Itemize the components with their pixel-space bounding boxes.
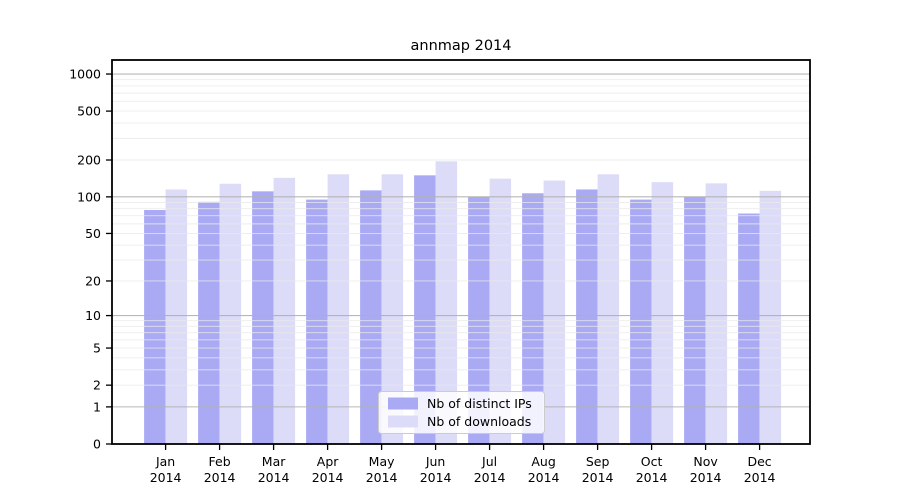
legend-swatch-distinct-ips — [388, 397, 418, 410]
x-tick-label-month-jan: Jan — [155, 454, 175, 469]
bar-downloads-oct — [651, 182, 674, 444]
y-tick-label-20: 20 — [85, 273, 101, 288]
bar-distinct-ips-feb — [198, 201, 220, 444]
bars-layer — [144, 161, 782, 444]
x-tick-label-year-feb: 2014 — [204, 470, 236, 485]
axes-spines — [111, 59, 811, 445]
x-tick-label-month-sep: Sep — [586, 454, 610, 469]
x-tick-label-year-jul: 2014 — [474, 470, 506, 485]
x-tick-label-month-apr: Apr — [317, 454, 339, 469]
bar-downloads-jun — [435, 161, 458, 444]
legend-box — [378, 391, 545, 434]
x-tick-label-month-dec: Dec — [747, 454, 771, 469]
x-tick-label-year-apr: 2014 — [312, 470, 344, 485]
bar-downloads-jan — [165, 189, 188, 444]
x-tick-label-year-aug: 2014 — [528, 470, 560, 485]
x-tick-label-year-sep: 2014 — [582, 470, 614, 485]
bar-downloads-dec — [759, 190, 782, 444]
plot-border — [111, 59, 811, 445]
bar-distinct-ips-dec — [738, 213, 760, 444]
chart-title: annmap 2014 — [411, 38, 512, 54]
y-tick-label-1: 1 — [93, 399, 101, 414]
x-tick-label-month-feb: Feb — [209, 454, 231, 469]
axis-labels-layer: 01251020501002005001000Jan2014Feb2014Mar… — [69, 67, 775, 485]
y-tick-label-1000: 1000 — [69, 67, 101, 82]
x-tick-label-month-nov: Nov — [693, 454, 718, 469]
x-tick-label-year-jun: 2014 — [420, 470, 452, 485]
bar-downloads-may — [381, 174, 404, 444]
x-tick-label-year-dec: 2014 — [744, 470, 776, 485]
legend-swatch-downloads — [388, 415, 418, 428]
y-tick-label-2: 2 — [93, 378, 101, 393]
y-tick-label-200: 200 — [77, 153, 101, 168]
legend: Nb of distinct IPs Nb of downloads — [378, 391, 545, 434]
bar-distinct-ips-jun — [414, 175, 436, 444]
bar-distinct-ips-aug — [522, 193, 544, 444]
bar-distinct-ips-oct — [630, 199, 652, 444]
x-tick-label-month-oct: Oct — [641, 454, 663, 469]
y-tick-label-50: 50 — [85, 226, 101, 241]
bar-downloads-sep — [597, 174, 620, 444]
bar-distinct-ips-may — [360, 190, 382, 444]
y-tick-label-0: 0 — [93, 437, 101, 452]
y-tick-label-5: 5 — [93, 341, 101, 356]
x-tick-label-month-jun: Jun — [425, 454, 446, 469]
y-tick-label-500: 500 — [77, 104, 101, 119]
bar-distinct-ips-apr — [306, 199, 328, 444]
minor-gridlines-layer — [112, 79, 810, 386]
x-tick-label-year-may: 2014 — [366, 470, 398, 485]
x-tick-label-month-mar: Mar — [262, 454, 286, 469]
legend-label-distinct-ips: Nb of distinct IPs — [427, 396, 532, 411]
bar-distinct-ips-sep — [576, 189, 598, 444]
x-tick-label-year-mar: 2014 — [258, 470, 290, 485]
bar-downloads-mar — [273, 177, 296, 444]
x-tick-label-month-may: May — [369, 454, 395, 469]
axis-ticks-layer — [106, 73, 761, 450]
bar-downloads-nov — [705, 183, 728, 444]
x-tick-label-year-jan: 2014 — [150, 470, 182, 485]
bar-distinct-ips-mar — [252, 191, 274, 444]
x-tick-label-month-jul: Jul — [481, 454, 497, 469]
bar-downloads-feb — [219, 183, 242, 444]
legend-label-downloads: Nb of downloads — [427, 414, 531, 429]
x-tick-label-month-aug: Aug — [531, 454, 555, 469]
y-tick-label-100: 100 — [77, 189, 101, 204]
x-tick-label-year-oct: 2014 — [636, 470, 668, 485]
x-tick-label-year-nov: 2014 — [690, 470, 722, 485]
bar-downloads-aug — [543, 180, 566, 444]
bar-downloads-apr — [327, 174, 350, 444]
y-tick-label-10: 10 — [85, 308, 101, 323]
